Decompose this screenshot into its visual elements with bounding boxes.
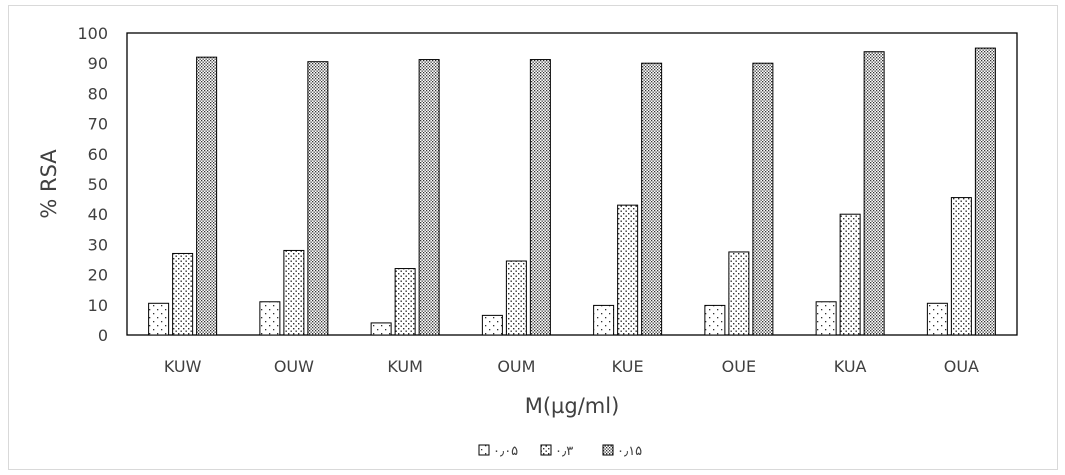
bar-oua-series-3: [974, 47, 996, 336]
y-tick-label: 70: [88, 115, 108, 134]
x-tick-label-kue: KUE: [612, 357, 644, 376]
bars: [148, 47, 996, 336]
bar-kum-series-3: [418, 59, 440, 336]
plot-area-border: [126, 32, 1018, 336]
x-tick-label-ouw: OUW: [274, 357, 314, 376]
bar-kue-series-2: [617, 204, 639, 336]
bar-kua-series-1: [815, 301, 837, 336]
bar-oue-series-1: [704, 304, 726, 336]
y-tick-label: 90: [88, 54, 108, 73]
legend-swatch-1: [478, 444, 490, 456]
bar-kua-series-2: [839, 213, 861, 336]
bar-oum-series-1: [481, 314, 503, 336]
bar-oum-series-2: [505, 260, 527, 336]
bar-kum-series-1: [370, 322, 392, 336]
bar-kua-series-3: [863, 51, 885, 336]
y-axis-title: % RSA: [37, 149, 61, 219]
bar-oum-series-3: [529, 59, 551, 336]
bar-ouw-series-2: [283, 249, 305, 336]
x-tick-label-kum: KUM: [387, 357, 423, 376]
x-tick-label-oue: OUE: [722, 357, 756, 376]
bar-ouw-series-3: [307, 61, 329, 336]
legend-label-2: ۰٫۳: [555, 444, 573, 459]
bar-oue-series-3: [752, 62, 774, 336]
legend-swatch-3: [602, 444, 614, 456]
bar-kuw-series-2: [172, 252, 194, 336]
y-tick-label: 20: [88, 266, 108, 285]
legend: ۰٫۰۵ ۰٫۳ ۰٫۱۵: [478, 444, 642, 459]
bar-kum-series-2: [394, 268, 416, 336]
bar-oua-series-1: [926, 302, 948, 336]
x-axis-ticks: KUW OUW KUM OUM KUE OUE KUA OUA: [164, 357, 979, 376]
y-tick-label: 0: [98, 326, 108, 345]
legend-label-3: ۰٫۱۵: [617, 444, 642, 459]
x-tick-label-kuw: KUW: [164, 357, 202, 376]
bar-kuw-series-1: [148, 302, 170, 336]
y-axis-ticks: 0 10 20 30 40 50 60 70 80 90 100: [77, 24, 108, 345]
y-tick-label: 60: [88, 145, 108, 164]
bar-kue-series-1: [593, 304, 615, 336]
y-tick-label: 50: [88, 175, 108, 194]
y-tick-label: 10: [88, 296, 108, 315]
legend-swatch-2: [540, 444, 552, 456]
bar-kuw-series-3: [196, 56, 218, 336]
x-tick-label-oua: OUA: [944, 357, 979, 376]
x-tick-label-oum: OUM: [497, 357, 535, 376]
bar-oue-series-2: [728, 251, 750, 336]
x-tick-label-kua: KUA: [834, 357, 867, 376]
legend-label-1: ۰٫۰۵: [493, 444, 518, 459]
y-tick-label: 40: [88, 205, 108, 224]
y-tick-label: 80: [88, 84, 108, 103]
y-tick-label: 30: [88, 235, 108, 254]
x-axis-title: M(µg/ml): [525, 394, 620, 418]
y-tick-label: 100: [77, 24, 108, 43]
bar-ouw-series-1: [259, 301, 281, 336]
bar-kue-series-3: [641, 62, 663, 336]
bar-oua-series-2: [950, 197, 972, 336]
